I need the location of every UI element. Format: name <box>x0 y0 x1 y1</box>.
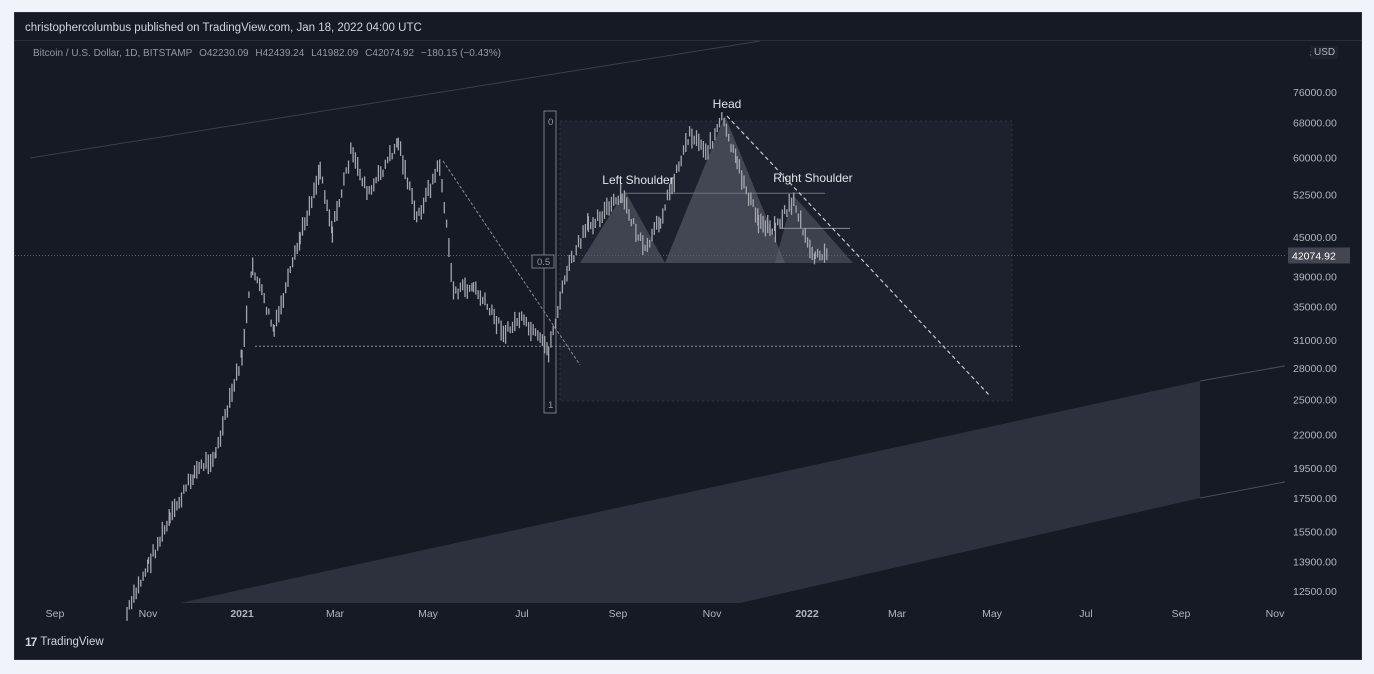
price-tick-label: 19500.00 <box>1293 463 1337 475</box>
price-tick-label: 17500.00 <box>1293 493 1337 505</box>
time-tick-label: Mar <box>326 608 345 620</box>
price-tick-label: 25000.00 <box>1293 394 1337 406</box>
price-tick-label: 35000.00 <box>1293 301 1337 313</box>
price-tick-label: 60000.00 <box>1293 152 1337 164</box>
tradingview-logo: 17 TradingView <box>25 635 104 649</box>
time-tick-label: May <box>982 608 1003 620</box>
left-shoulder-triangle <box>580 191 665 263</box>
price-tick-label: 28000.00 <box>1293 363 1337 375</box>
pattern-label-head: Head <box>713 97 742 111</box>
chart-frame: christophercolumbus published on Trading… <box>14 12 1362 660</box>
fib-level-label: 0.5 <box>537 257 550 268</box>
ohlc-low: L41982.09 <box>311 48 359 59</box>
price-tick-label: 45000.00 <box>1293 232 1337 244</box>
downtrend-line-2021 <box>442 160 581 366</box>
publisher-line: christophercolumbus published on Trading… <box>25 22 422 34</box>
price-tick-label: 12500.00 <box>1293 586 1337 598</box>
channel-upper-extension <box>1199 364 1291 382</box>
price-tick-label: 22000.00 <box>1293 430 1337 442</box>
logo-text: TradingView <box>40 636 104 648</box>
price-chart[interactable]: Left Shoulder Head Right Shoulder 0 0.5 1 760… <box>15 13 1362 660</box>
time-tick-label: 2021 <box>230 608 254 620</box>
time-tick-label: Jul <box>515 608 528 620</box>
ohlc-high: H42439.24 <box>255 48 305 59</box>
header-divider <box>15 40 1361 41</box>
channel-lower-extension <box>1199 480 1291 499</box>
time-tick-label: Mar <box>888 608 907 620</box>
price-tick-label: 15500.00 <box>1293 527 1337 539</box>
ohlc-open: O42230.09 <box>199 48 249 59</box>
symbol-name[interactable]: Bitcoin / U.S. Dollar, 1D, BITSTAMP <box>33 48 193 59</box>
right-shoulder-triangle <box>775 195 853 263</box>
price-tick-label: 39000.00 <box>1293 271 1337 283</box>
ohlc-close: C42074.92 <box>365 48 415 59</box>
downtrend-line-projection <box>726 115 991 397</box>
last-price-label: 42074.92 <box>1292 250 1336 262</box>
price-tick-label: 76000.00 <box>1293 87 1337 99</box>
fib-level-label: 0 <box>548 117 553 128</box>
price-tick-label: 13900.00 <box>1293 557 1337 569</box>
time-tick-label: Nov <box>1266 608 1285 620</box>
symbol-legend[interactable]: Bitcoin / U.S. Dollar, 1D, BITSTAMP O422… <box>33 48 505 59</box>
time-tick-label: Nov <box>139 608 158 620</box>
trendline-upper-channel <box>29 40 761 159</box>
price-tick-label: 31000.00 <box>1293 335 1337 347</box>
fib-level-label: 1 <box>548 400 553 411</box>
logo-mark-icon: 17 <box>25 635 37 649</box>
price-tick-label: 52500.00 <box>1293 189 1337 201</box>
price-change: −180.15 (−0.43%) <box>420 48 501 59</box>
time-tick-label: Sep <box>1172 608 1191 620</box>
price-scale-bg <box>1285 41 1361 601</box>
time-tick-label: 2022 <box>795 608 819 620</box>
channel-fill-area <box>180 381 1200 603</box>
head-triangle <box>665 116 785 263</box>
time-tick-label: May <box>418 608 439 620</box>
last-price-badge <box>1288 247 1350 264</box>
pattern-label-left-shoulder: Left Shoulder <box>602 173 673 187</box>
fib-mid-box <box>531 254 555 269</box>
time-tick-label: Sep <box>46 608 65 620</box>
time-tick-label: Jul <box>1079 608 1092 620</box>
time-tick-label: Sep <box>609 608 628 620</box>
price-tick-label: 68000.00 <box>1293 118 1337 130</box>
time-tick-label: Nov <box>703 608 722 620</box>
pattern-label-right-shoulder: Right Shoulder <box>773 171 852 185</box>
currency-badge[interactable]: USD <box>1311 46 1339 59</box>
